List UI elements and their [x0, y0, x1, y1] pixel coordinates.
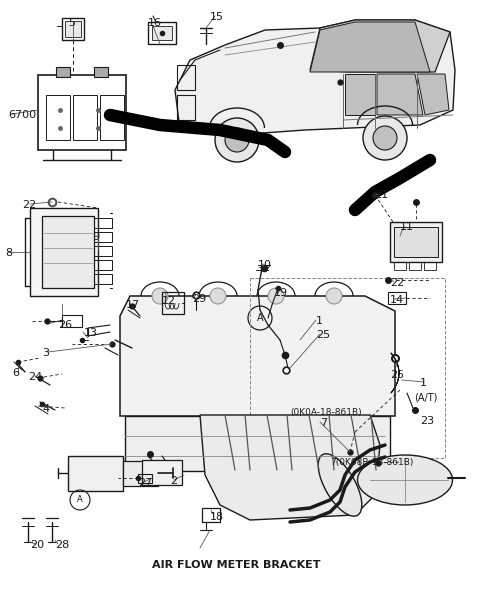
- Text: 2: 2: [170, 476, 177, 486]
- Text: 21: 21: [374, 190, 388, 200]
- Bar: [38, 75, 126, 150]
- Bar: [138, 474, 152, 483]
- Bar: [125, 416, 390, 471]
- Text: 4: 4: [42, 404, 49, 414]
- Bar: [390, 222, 442, 262]
- Text: 14: 14: [390, 295, 404, 305]
- Bar: [94, 232, 112, 242]
- Bar: [42, 216, 94, 288]
- Bar: [62, 18, 84, 40]
- Text: (A/T): (A/T): [414, 392, 437, 402]
- Bar: [68, 456, 123, 491]
- Text: A: A: [257, 313, 264, 323]
- Bar: [73, 95, 97, 140]
- Text: 18: 18: [210, 512, 224, 522]
- Text: 26: 26: [58, 320, 72, 330]
- Text: 24: 24: [28, 372, 42, 382]
- Polygon shape: [377, 74, 423, 115]
- Bar: [123, 461, 158, 486]
- Text: 11: 11: [400, 222, 414, 232]
- Bar: [46, 95, 70, 140]
- Text: 22: 22: [22, 200, 36, 210]
- Circle shape: [225, 128, 249, 152]
- Text: A: A: [77, 496, 83, 505]
- Text: 27: 27: [138, 478, 152, 488]
- Ellipse shape: [318, 454, 362, 516]
- Text: 19: 19: [274, 288, 288, 298]
- Ellipse shape: [358, 455, 453, 505]
- Circle shape: [152, 288, 168, 304]
- Bar: [62, 315, 82, 327]
- Polygon shape: [310, 22, 430, 72]
- Bar: [177, 95, 195, 120]
- Polygon shape: [417, 74, 449, 115]
- Text: 8: 8: [5, 248, 12, 258]
- Bar: [424, 262, 436, 270]
- Text: 1: 1: [316, 316, 323, 326]
- Text: 5: 5: [68, 18, 75, 28]
- Polygon shape: [120, 296, 395, 416]
- Text: 12: 12: [162, 296, 176, 306]
- Circle shape: [210, 288, 226, 304]
- Text: 28: 28: [55, 540, 69, 550]
- Text: 29: 29: [192, 294, 206, 304]
- Text: 6: 6: [12, 368, 19, 378]
- Text: 7(0K08B-18-861B): 7(0K08B-18-861B): [330, 458, 413, 467]
- Bar: [409, 262, 421, 270]
- Text: 6700: 6700: [8, 110, 36, 120]
- Circle shape: [363, 116, 407, 160]
- Text: 13: 13: [84, 328, 98, 338]
- Bar: [177, 65, 195, 90]
- Text: 9: 9: [92, 232, 99, 242]
- Circle shape: [326, 288, 342, 304]
- Bar: [250, 278, 445, 458]
- Bar: [30, 208, 98, 296]
- Text: 3: 3: [42, 348, 49, 358]
- Polygon shape: [310, 20, 450, 72]
- Bar: [65, 21, 81, 37]
- Text: AIR FLOW METER BRACKET: AIR FLOW METER BRACKET: [152, 560, 321, 570]
- Bar: [202, 508, 220, 522]
- Text: 22: 22: [390, 278, 404, 288]
- Text: 1: 1: [420, 378, 427, 388]
- Text: 23: 23: [420, 416, 434, 426]
- Polygon shape: [200, 415, 380, 520]
- Bar: [394, 262, 406, 270]
- Text: 17: 17: [126, 300, 140, 310]
- Bar: [148, 22, 176, 44]
- Bar: [94, 218, 112, 228]
- Text: 15: 15: [210, 12, 224, 22]
- Bar: [94, 274, 112, 284]
- Circle shape: [215, 118, 259, 162]
- Text: 25: 25: [390, 370, 404, 380]
- Polygon shape: [175, 20, 455, 135]
- Circle shape: [268, 288, 284, 304]
- Bar: [56, 67, 70, 77]
- Bar: [100, 95, 124, 140]
- Text: 7: 7: [320, 418, 327, 428]
- Text: 20: 20: [30, 540, 44, 550]
- Bar: [94, 246, 112, 256]
- Text: (0K0A-18-861B): (0K0A-18-861B): [290, 408, 361, 417]
- Text: 16: 16: [148, 18, 162, 28]
- Text: 25: 25: [316, 330, 330, 340]
- Bar: [162, 292, 184, 314]
- Text: 10: 10: [258, 260, 272, 270]
- Bar: [394, 227, 438, 257]
- Circle shape: [373, 126, 397, 150]
- Bar: [142, 460, 182, 485]
- Bar: [94, 67, 108, 77]
- Bar: [152, 26, 172, 40]
- Bar: [94, 260, 112, 270]
- Bar: [388, 292, 406, 304]
- Polygon shape: [345, 74, 375, 115]
